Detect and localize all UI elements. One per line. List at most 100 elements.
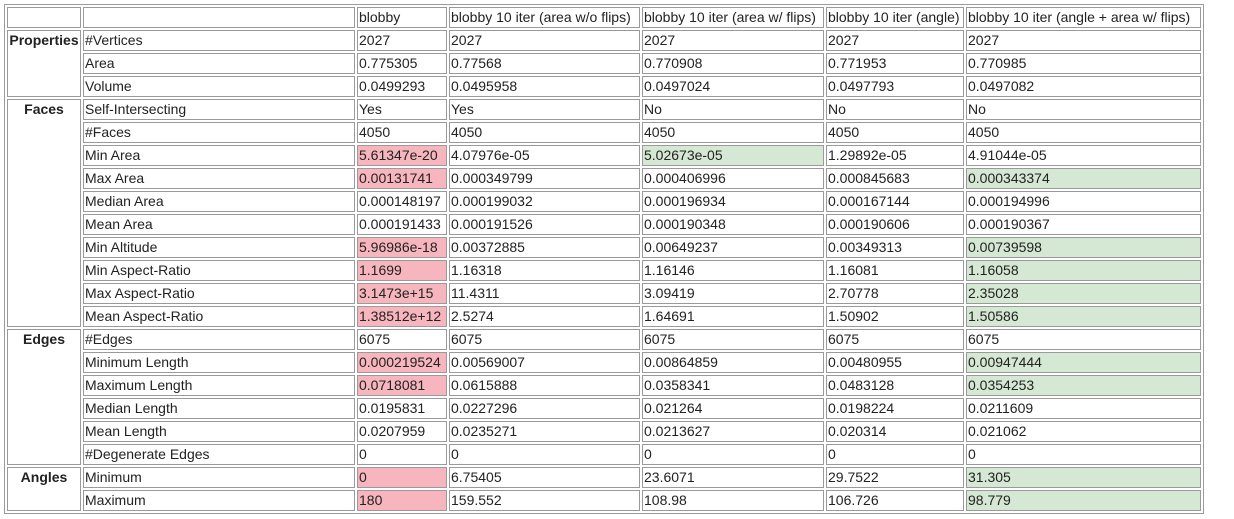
table-row: Max Area 0.00131741 0.000349799 0.000406996… [7,168,1201,189]
value-cell: 1.50586 [966,306,1201,327]
row-label: #Edges [83,329,355,350]
row-label: Min Area [83,145,355,166]
value-cell: 0.0483128 [826,375,964,396]
value-cell: 0.000190606 [826,214,964,235]
row-label: #Faces [83,122,355,143]
column-header: blobby 10 iter (angle) [826,7,964,28]
value-cell: 0.0235271 [449,421,640,442]
value-cell: 180 [357,490,447,511]
value-cell: 0.0495958 [449,76,640,97]
table-row: blobby blobby 10 iter (area w/o flips) blo… [7,7,1201,28]
value-cell: 1.50902 [826,306,964,327]
row-label: Max Area [83,168,355,189]
row-label: Volume [83,76,355,97]
value-cell: 0.000191433 [357,214,447,235]
value-cell: 0.0213627 [642,421,824,442]
value-cell: 0.000199032 [449,191,640,212]
value-cell: 0 [357,444,447,465]
table-row: #Degenerate Edges 0 0 0 0 0 [7,444,1201,465]
value-cell: 2.35028 [966,283,1201,304]
value-cell: No [966,99,1201,120]
value-cell: 0.000190367 [966,214,1201,235]
value-cell: 6075 [826,329,964,350]
value-cell: 23.6071 [642,467,824,488]
value-cell: 3.09419 [642,283,824,304]
table-row: #Faces 4050 4050 4050 4050 4050 [7,122,1201,143]
row-label: Mean Aspect-Ratio [83,306,355,327]
value-cell: 6.75405 [449,467,640,488]
value-cell: 0.000343374 [966,168,1201,189]
value-cell: 0.0227296 [449,398,640,419]
table-row: Median Length 0.0195831 0.0227296 0.021264 0… [7,398,1201,419]
value-cell: 0 [826,444,964,465]
table-row: Min Altitude 5.96986e-18 0.00372885 0.00649… [7,237,1201,258]
value-cell: 0.77568 [449,53,640,74]
value-cell: 5.96986e-18 [357,237,447,258]
value-cell: 0.0718081 [357,375,447,396]
row-label: Maximum Length [83,375,355,396]
row-label: Median Area [83,191,355,212]
value-cell: No [642,99,824,120]
value-cell: 0.00480955 [826,352,964,373]
value-cell: 1.16318 [449,260,640,281]
row-label: Self-Intersecting [83,99,355,120]
value-cell: 6075 [357,329,447,350]
value-cell: 4050 [826,122,964,143]
table-row: Max Aspect-Ratio 3.1473e+15 11.4311 3.09419… [7,283,1201,304]
value-cell: 0.00569007 [449,352,640,373]
value-cell: 11.4311 [449,283,640,304]
value-cell: 4050 [357,122,447,143]
value-cell: 0.00739598 [966,237,1201,258]
table-row: Maximum Length 0.0718081 0.0615888 0.035834… [7,375,1201,396]
column-header: blobby [357,7,447,28]
stats-table: blobby blobby 10 iter (area w/o flips) blo… [4,4,1204,514]
value-cell: 0.00372885 [449,237,640,258]
value-cell: 1.38512e+12 [357,306,447,327]
value-cell: 4050 [642,122,824,143]
group-label: Angles [7,467,81,511]
value-cell: 29.7522 [826,467,964,488]
value-cell: 2027 [826,30,964,51]
value-cell: 159.552 [449,490,640,511]
value-cell: 2027 [966,30,1201,51]
value-cell: 2027 [357,30,447,51]
row-label: Mean Area [83,214,355,235]
value-cell: 0.0497793 [826,76,964,97]
value-cell: 0.00947444 [966,352,1201,373]
value-cell: 6075 [449,329,640,350]
value-cell: 108.98 [642,490,824,511]
value-cell: 0 [449,444,640,465]
value-cell: 0.000196934 [642,191,824,212]
row-label: #Degenerate Edges [83,444,355,465]
corner-cell [7,7,81,28]
value-cell: 5.02673e-05 [642,145,824,166]
table-row: Min Aspect-Ratio 1.1699 1.16318 1.16146 1.16… [7,260,1201,281]
value-cell: 2.5274 [449,306,640,327]
value-cell: 0.000406996 [642,168,824,189]
table-row: Faces Self-Intersecting Yes Yes No No No [7,99,1201,327]
value-cell: 6075 [642,329,824,350]
value-cell: Yes [357,99,447,120]
value-cell: 0.770985 [966,53,1201,74]
group-label: Faces [7,99,81,327]
value-cell: No [826,99,964,120]
value-cell: 0.0354253 [966,375,1201,396]
value-cell: 2.70778 [826,283,964,304]
table-row: Min Area 5.61347e-20 4.07976e-05 5.02673e-0… [7,145,1201,166]
value-cell: 0.00131741 [357,168,447,189]
value-cell: 0.00349313 [826,237,964,258]
table-row: Mean Length 0.0207959 0.0235271 0.0213627 0.… [7,421,1201,442]
column-header: blobby 10 iter (angle + area w/ flips) [966,7,1201,28]
value-cell: 0.0497024 [642,76,824,97]
value-cell: 0.0358341 [642,375,824,396]
group-label: Properties [7,30,81,97]
value-cell: 4.91044e-05 [966,145,1201,166]
value-cell: 4050 [966,122,1201,143]
row-label: Area [83,53,355,74]
value-cell: 0.00864859 [642,352,824,373]
value-cell: 31.305 [966,467,1201,488]
value-cell: 1.16081 [826,260,964,281]
column-header: blobby 10 iter (area w/ flips) [642,7,824,28]
value-cell: 0.021062 [966,421,1201,442]
value-cell: 0.000191526 [449,214,640,235]
